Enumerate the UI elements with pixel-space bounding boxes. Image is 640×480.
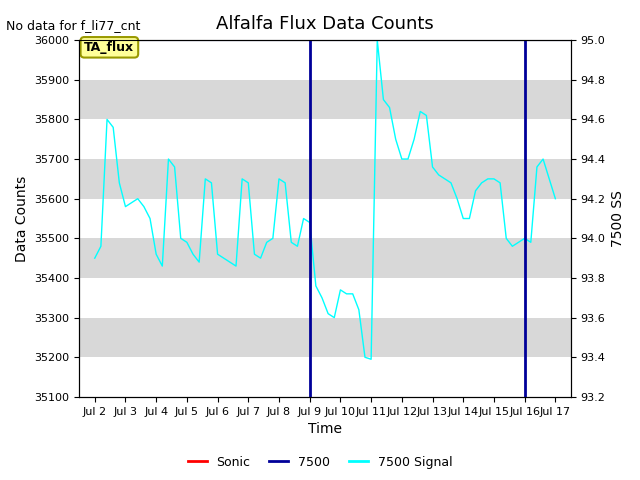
Bar: [79, 159, 571, 199]
Bar: [79, 120, 571, 159]
Bar: [79, 199, 571, 239]
Bar: [79, 278, 571, 318]
Bar: [79, 40, 571, 80]
Legend: Sonic, 7500, 7500 Signal: Sonic, 7500, 7500 Signal: [183, 451, 457, 474]
Bar: [79, 239, 571, 278]
Text: No data for f_li77_cnt: No data for f_li77_cnt: [6, 19, 141, 32]
Bar: [79, 357, 571, 397]
Y-axis label: Data Counts: Data Counts: [15, 175, 29, 262]
Y-axis label: 7500 SS: 7500 SS: [611, 190, 625, 247]
Text: TA_flux: TA_flux: [84, 41, 134, 54]
Bar: [79, 318, 571, 357]
Bar: [79, 80, 571, 120]
X-axis label: Time: Time: [308, 422, 342, 436]
Title: Alfalfa Flux Data Counts: Alfalfa Flux Data Counts: [216, 15, 434, 33]
